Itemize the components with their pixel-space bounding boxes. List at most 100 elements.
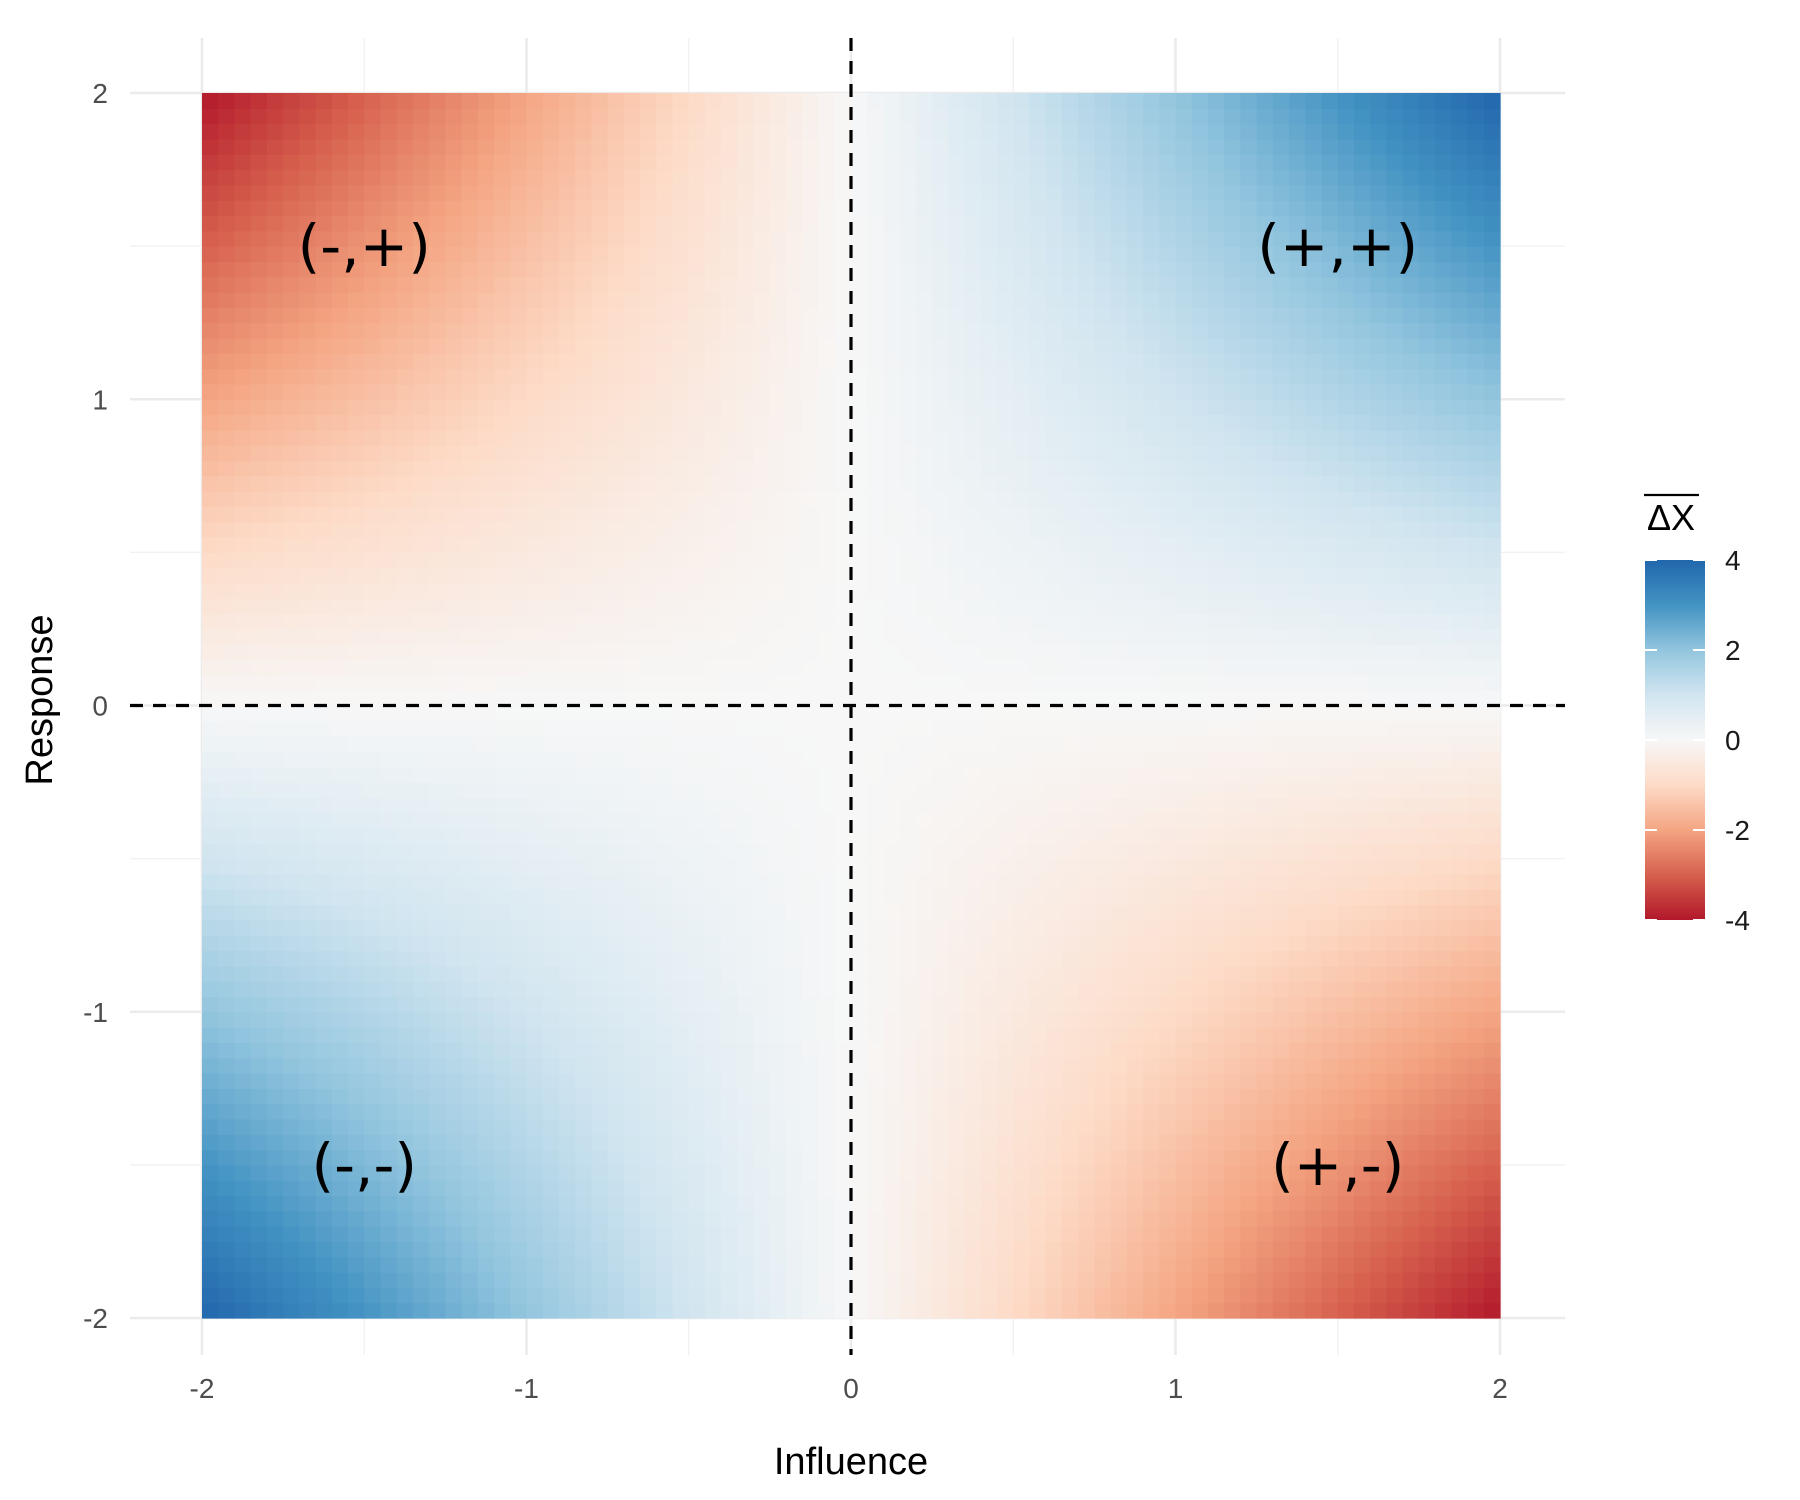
heatmap-cell: [623, 521, 641, 538]
heatmap-cell: [1061, 919, 1079, 936]
heatmap-cell: [704, 1287, 722, 1304]
heatmap-cell: [802, 108, 820, 125]
heatmap-cell: [396, 782, 414, 798]
heatmap-cell: [1013, 552, 1031, 569]
heatmap-cell: [980, 889, 998, 906]
heatmap-cell: [1013, 475, 1031, 492]
heatmap-cell: [331, 965, 349, 982]
heatmap-cell: [1159, 230, 1177, 247]
heatmap-cell: [1110, 1042, 1128, 1059]
heatmap-cell: [672, 353, 690, 370]
heatmap-cell: [510, 1287, 528, 1304]
heatmap-cell: [915, 812, 933, 829]
heatmap-cell: [623, 154, 641, 171]
heatmap-cell: [899, 276, 917, 293]
heatmap-cell: [494, 919, 511, 936]
heatmap-cell: [202, 1149, 219, 1166]
heatmap-cell: [299, 1027, 317, 1043]
heatmap-cell: [461, 598, 479, 615]
heatmap-cell: [867, 169, 885, 186]
heatmap-cell: [526, 1256, 544, 1273]
heatmap-cell: [1013, 812, 1031, 829]
heatmap-cell: [510, 1195, 528, 1212]
heatmap-cell: [964, 460, 982, 477]
heatmap-cell: [1191, 1256, 1209, 1273]
heatmap-cell: [542, 1287, 560, 1304]
heatmap-cell: [721, 1011, 739, 1028]
heatmap-cell: [250, 720, 268, 737]
heatmap-cell: [753, 782, 771, 798]
heatmap-cell: [494, 1256, 511, 1273]
heatmap-cell: [1078, 1073, 1095, 1089]
heatmap-cell: [948, 383, 966, 400]
heatmap-cell: [623, 491, 641, 508]
heatmap-cell: [818, 429, 836, 446]
heatmap-cell: [640, 353, 657, 370]
heatmap-cell: [1110, 200, 1128, 217]
heatmap-cell: [851, 889, 868, 906]
heatmap-cell: [315, 1011, 333, 1028]
heatmap-cell: [1013, 230, 1031, 247]
heatmap-cell: [1061, 1272, 1079, 1288]
heatmap-cell: [1110, 674, 1128, 691]
heatmap-cell: [558, 491, 576, 508]
heatmap-cell: [1126, 1287, 1144, 1304]
heatmap-cell: [299, 843, 317, 860]
heatmap-cell: [688, 1287, 706, 1304]
heatmap-cell: [834, 276, 852, 293]
heatmap-cell: [932, 567, 949, 584]
heatmap-cell: [915, 230, 933, 247]
heatmap-cell: [266, 414, 284, 431]
heatmap-cell: [623, 705, 641, 722]
heatmap-cell: [1191, 1134, 1209, 1151]
heatmap-cell: [1061, 184, 1079, 201]
heatmap-cell: [640, 782, 657, 798]
heatmap-cell: [932, 138, 949, 155]
heatmap-cell: [575, 613, 592, 630]
heatmap-cell: [818, 889, 836, 906]
heatmap-cell: [1191, 1103, 1209, 1120]
heatmap-cell: [980, 766, 998, 783]
heatmap-cell: [948, 873, 966, 890]
heatmap-cell: [266, 613, 284, 630]
heatmap-cell: [461, 1103, 479, 1120]
heatmap-cell: [851, 154, 868, 171]
heatmap-cell: [202, 215, 219, 232]
heatmap-cell: [672, 552, 690, 569]
heatmap-cell: [299, 1042, 317, 1059]
heatmap-cell: [380, 200, 398, 217]
heatmap-cell: [477, 1302, 495, 1319]
heatmap-cell: [834, 537, 852, 553]
heatmap-cell: [266, 521, 284, 538]
heatmap-cell: [1143, 1073, 1160, 1089]
heatmap-cell: [429, 1241, 446, 1258]
heatmap-cell: [753, 399, 771, 416]
heatmap-cell: [234, 965, 252, 982]
heatmap-cell: [753, 338, 771, 354]
heatmap-cell: [899, 1180, 917, 1197]
heatmap-cell: [980, 1256, 998, 1273]
heatmap-cell: [688, 690, 706, 707]
heatmap-cell: [445, 659, 463, 676]
heatmap-cell: [494, 1210, 511, 1227]
heatmap-cell: [202, 690, 219, 707]
heatmap-cell: [1094, 1226, 1112, 1243]
heatmap-cell: [266, 429, 284, 446]
heatmap-cell: [1094, 1180, 1112, 1197]
heatmap-cell: [1094, 429, 1112, 446]
heatmap-cell: [1126, 1027, 1144, 1043]
heatmap-cell: [623, 93, 641, 109]
heatmap-cell: [331, 108, 349, 125]
heatmap-cell: [266, 1256, 284, 1273]
heatmap-cell: [997, 429, 1014, 446]
heatmap-cell: [964, 445, 982, 462]
heatmap-cell: [997, 537, 1014, 553]
heatmap-cell: [964, 904, 982, 921]
heatmap-cell: [526, 1164, 544, 1181]
heatmap-cell: [1110, 491, 1128, 508]
heatmap-cell: [234, 93, 252, 109]
heatmap-cell: [575, 1027, 592, 1043]
heatmap-cell: [1110, 935, 1128, 952]
heatmap-cell: [412, 828, 430, 844]
heatmap-cell: [396, 230, 414, 247]
